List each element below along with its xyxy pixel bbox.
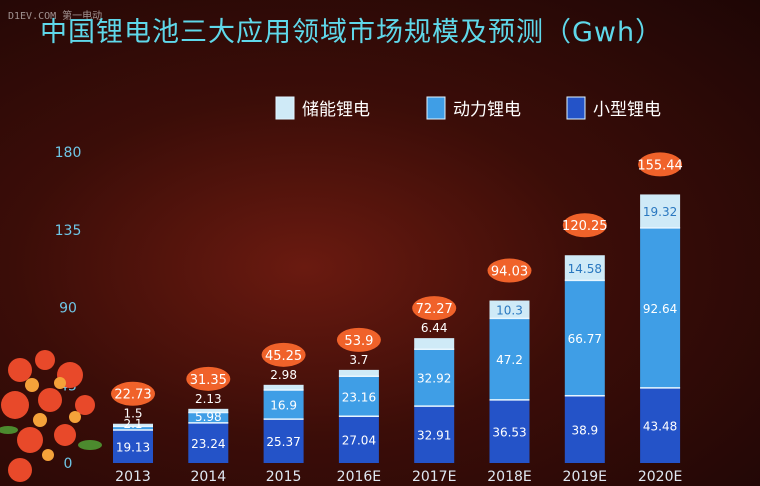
data-label-power: 32.92: [417, 372, 451, 386]
x-tick-label: 2015: [266, 469, 302, 485]
y-tick-label: 90: [59, 301, 77, 317]
bar-segment: [263, 384, 304, 390]
watermark: D1EV.COM 第一电动: [8, 11, 103, 22]
total-badge: [111, 381, 155, 406]
legend-swatch: [275, 96, 295, 120]
data-label-small: 25.37: [266, 435, 300, 449]
bar-segment: [564, 255, 605, 281]
data-label-small: 27.04: [342, 434, 376, 448]
bar-segment: [188, 422, 229, 463]
y-tick-label: 135: [55, 223, 82, 239]
data-label-storage: 19.32: [643, 205, 677, 219]
bar-segment: [113, 429, 153, 463]
data-label-power: 92.64: [643, 302, 677, 316]
legend-label: 小型锂电: [593, 100, 661, 120]
chart-title: 中国锂电池三大应用领域市场规模及预测（Gwh）: [40, 17, 664, 48]
data-label-storage: 3.7: [349, 353, 368, 367]
data-label-small: 43.48: [643, 419, 677, 433]
bar-segment: [489, 318, 530, 400]
data-label-storage: 14.58: [568, 262, 602, 276]
data-label-small: 36.53: [492, 425, 526, 439]
legend-label: 储能锂电: [302, 100, 370, 120]
x-tick-label: 2016E: [337, 469, 381, 485]
total-label: 22.73: [114, 388, 151, 403]
total-badge: [412, 296, 457, 321]
total-badge: [261, 342, 306, 367]
total-label: 53.9: [344, 334, 373, 349]
x-tick-label: 2020E: [638, 469, 682, 485]
bar-segment: [188, 408, 229, 413]
flower-decoration: [0, 350, 102, 482]
bar-segment: [338, 416, 379, 463]
bar-segment: [263, 389, 304, 420]
data-label-power: 2.1: [123, 417, 142, 431]
x-tick-label: 2013: [115, 469, 151, 485]
bar-segment: [414, 406, 455, 463]
bar-segment: [263, 419, 304, 463]
total-label: 31.35: [190, 373, 227, 388]
data-label-small: 38.9: [571, 423, 598, 437]
x-tick-label: 2014: [190, 469, 226, 485]
legend-swatch: [566, 96, 586, 120]
total-badge: [186, 366, 231, 391]
total-label: 94.03: [491, 265, 528, 280]
y-tick-label: 0: [64, 456, 73, 472]
bar-segment: [338, 376, 379, 417]
total-badge: [487, 258, 532, 283]
bar-segment: [564, 395, 605, 463]
bar-segment: [414, 349, 455, 407]
total-label: 72.27: [416, 302, 453, 317]
bar-segment: [564, 280, 605, 396]
bar-segment: [338, 369, 379, 377]
bar-segment: [640, 387, 681, 463]
bar-segment: [113, 423, 153, 427]
bar-segment: [188, 412, 229, 423]
data-label-power: 16.9: [270, 399, 297, 413]
data-label-storage: 6.44: [421, 321, 448, 335]
data-label-storage: 2.13: [195, 392, 222, 406]
bar-segment: [489, 399, 530, 463]
x-tick-label: 2019E: [563, 469, 607, 485]
total-badge: [336, 327, 381, 352]
bar-segment: [113, 426, 153, 430]
bar-segment: [640, 227, 681, 388]
total-badge: [562, 213, 607, 238]
total-badge: [638, 152, 683, 177]
bar-segment: [640, 194, 681, 228]
y-tick-label: 180: [55, 145, 82, 161]
bar-segment: [489, 300, 530, 319]
data-label-storage: 10.3: [496, 303, 523, 317]
legend-label: 动力锂电: [453, 100, 521, 120]
data-label-small: 19.13: [116, 440, 150, 454]
total-label: 120.25: [562, 219, 608, 234]
data-label-power: 66.77: [568, 332, 602, 346]
bar-segment: [414, 338, 455, 350]
data-label-small: 23.24: [191, 437, 225, 451]
x-tick-label: 2018E: [487, 469, 531, 485]
x-tick-label: 2017E: [412, 469, 456, 485]
data-label-power: 5.98: [195, 410, 222, 424]
data-label-storage: 1.5: [123, 407, 142, 421]
data-label-power: 47.2: [496, 353, 523, 367]
data-label-power: 23.16: [342, 390, 376, 404]
total-label: 155.44: [637, 158, 683, 173]
legend-swatch: [426, 96, 446, 120]
data-label-storage: 2.98: [270, 368, 297, 382]
total-label: 45.25: [265, 349, 302, 364]
data-label-small: 32.91: [417, 429, 451, 443]
